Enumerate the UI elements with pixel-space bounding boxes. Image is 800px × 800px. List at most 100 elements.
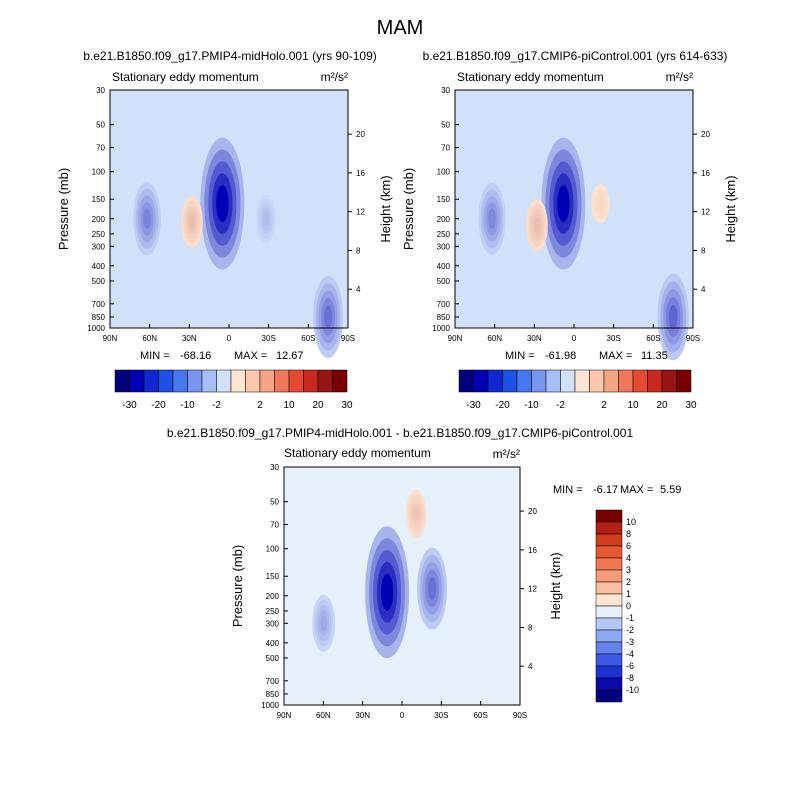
x-tick-label: 0 xyxy=(400,711,405,720)
colorbar-label: 10 xyxy=(627,400,639,411)
contour-blob xyxy=(320,615,327,632)
colorbar-label: -10 xyxy=(524,400,539,411)
colorbar-swatch xyxy=(595,533,623,547)
colorbar-swatch xyxy=(545,369,561,393)
y-axis-right-label: Height (km) xyxy=(723,175,738,242)
y-axis-label: Pressure (mb) xyxy=(230,545,245,627)
colorbar-label: -30 xyxy=(466,400,481,411)
panel-picontrol: b.e21.B1850.f09_g17.CMIP6-piControl.001 … xyxy=(401,49,738,362)
colorbar-swatch xyxy=(595,593,623,607)
colorbar-swatch xyxy=(661,369,677,393)
y-tick-label: 200 xyxy=(266,592,280,601)
x-tick-label: 90N xyxy=(448,334,463,343)
colorbar-swatch xyxy=(516,369,532,393)
x-tick-label: 30S xyxy=(262,334,276,343)
y-axis-label: Pressure (mb) xyxy=(56,168,71,250)
height-tick-label: 8 xyxy=(528,623,533,632)
colorbar-label: 20 xyxy=(312,400,324,411)
min-max-text-difference: MIN = -6.17 MAX = 5.59 xyxy=(553,484,681,496)
height-tick-label: 12 xyxy=(528,585,537,594)
y-tick-label: 1000 xyxy=(432,324,450,333)
contour-blob xyxy=(188,214,196,230)
y-tick-label: 500 xyxy=(92,277,106,286)
x-tick-label: 60N xyxy=(487,334,502,343)
colorbar-label: 30 xyxy=(685,400,697,411)
height-tick-label: 16 xyxy=(528,546,537,555)
y-tick-label: 850 xyxy=(437,313,451,322)
y-axis-right-label: Height (km) xyxy=(378,175,393,242)
y-tick-label: 200 xyxy=(92,215,106,224)
colorbar-swatch xyxy=(595,521,623,535)
y-tick-label: 700 xyxy=(266,677,280,686)
height-tick-label: 20 xyxy=(356,130,365,139)
y-tick-label: 1000 xyxy=(261,701,279,710)
y-tick-label: 150 xyxy=(92,195,106,204)
contour-blob xyxy=(380,573,394,611)
min-value: -61.98 xyxy=(545,350,576,362)
panel-subtitle: Stationary eddy momentum xyxy=(457,70,604,84)
colorbar-swatch xyxy=(114,369,130,393)
y-tick-label: 250 xyxy=(266,607,280,616)
height-tick-label: 8 xyxy=(356,246,361,255)
colorbar-label: -20 xyxy=(151,400,166,411)
colorbar-swatch xyxy=(595,677,623,691)
y-axis-label: Pressure (mb) xyxy=(401,168,416,250)
panel-subtitle: Stationary eddy momentum xyxy=(284,446,431,460)
colorbar-swatch xyxy=(560,369,576,393)
colorbar-label: -4 xyxy=(626,649,634,659)
colorbar-label: -1 xyxy=(626,613,634,623)
colorbar-swatch xyxy=(595,653,623,667)
colorbar-swatch xyxy=(618,369,634,393)
y-tick-label: 400 xyxy=(437,262,451,271)
colorbar-label: 0 xyxy=(626,601,631,611)
panel-units: m²/s² xyxy=(666,70,693,84)
height-tick-label: 16 xyxy=(701,169,710,178)
colorbar-label: 30 xyxy=(341,400,353,411)
colorbar-swatch xyxy=(676,369,692,393)
y-tick-label: 70 xyxy=(96,144,105,153)
colorbar-top-right: -30 -20 -10 -2 2 10 20 30 xyxy=(458,369,697,411)
colorbar-swatch xyxy=(259,369,275,393)
y-tick-label: 500 xyxy=(437,277,451,286)
x-tick-label: 90S xyxy=(513,711,527,720)
y-tick-label: 30 xyxy=(441,86,450,95)
colorbar-swatch xyxy=(317,369,333,393)
colorbar-swatch xyxy=(632,369,648,393)
min-label: MIN = xyxy=(140,350,170,362)
height-tick-label: 12 xyxy=(356,208,365,217)
colorbar-label: -2 xyxy=(212,400,221,411)
contour-field xyxy=(284,467,520,705)
colorbar-swatch xyxy=(595,689,623,703)
max-value: 11.35 xyxy=(641,350,668,362)
contour-blob xyxy=(488,208,496,229)
colorbar-swatch xyxy=(172,369,188,393)
colorbar-label: -6 xyxy=(626,661,634,671)
colorbar-label: 2 xyxy=(601,400,607,411)
contour-field xyxy=(110,90,348,358)
max-label: MAX = xyxy=(599,350,632,362)
y-tick-label: 400 xyxy=(92,262,106,271)
min-label: MIN = xyxy=(505,350,535,362)
colorbar-swatch xyxy=(595,509,623,523)
x-tick-label: 90N xyxy=(103,334,118,343)
height-tick-label: 20 xyxy=(528,507,537,516)
colorbar-label: 8 xyxy=(626,529,631,539)
y-tick-label: 250 xyxy=(92,230,106,239)
y-tick-label: 30 xyxy=(270,463,279,472)
colorbar-top-left: -30 -20 -10 -2 2 10 20 30 xyxy=(114,369,353,411)
y-tick-label: 700 xyxy=(92,300,106,309)
panel-units: m²/s² xyxy=(493,447,520,461)
y-tick-label: 850 xyxy=(266,690,280,699)
height-tick-label: 8 xyxy=(701,246,706,255)
min-max-text: MIN = -61.98 MAX = 11.35 xyxy=(505,350,668,362)
colorbar-label: -10 xyxy=(180,400,195,411)
contour-blob xyxy=(668,304,678,330)
x-tick-label: 30N xyxy=(182,334,197,343)
panel-midholo: b.e21.B1850.f09_g17.PMIP4-midHolo.001 (y… xyxy=(56,49,393,362)
height-tick-label: 12 xyxy=(701,208,710,217)
colorbar-label: 4 xyxy=(626,553,631,563)
x-tick-label: 60S xyxy=(301,334,315,343)
colorbar-swatch xyxy=(647,369,663,393)
colorbar-swatch xyxy=(274,369,290,393)
